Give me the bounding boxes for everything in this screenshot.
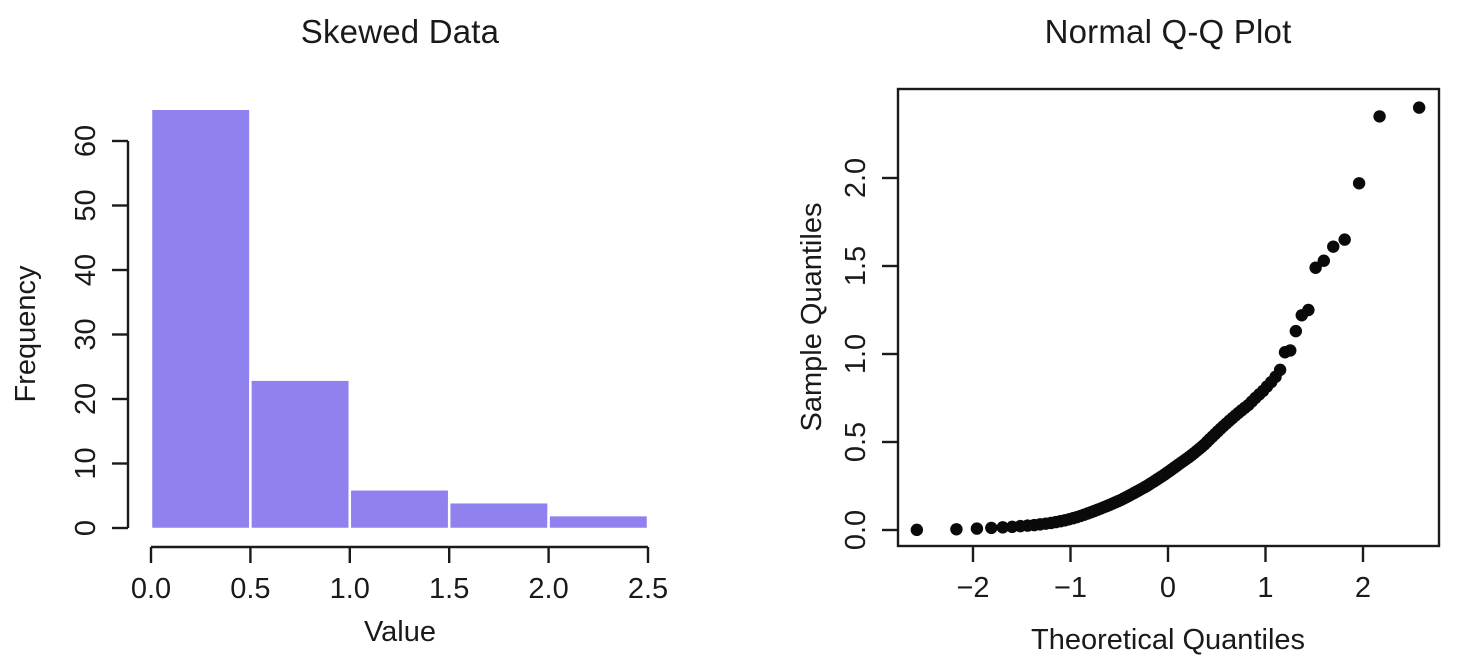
- hist-x-tick-label: 2.5: [628, 573, 668, 605]
- qq-point: [985, 521, 998, 535]
- qq-x-tick-label: −2: [956, 572, 989, 604]
- qq-x-tick-label: 0: [1160, 572, 1176, 604]
- qq-point: [1284, 344, 1297, 357]
- qq-point: [1289, 324, 1303, 338]
- hist-y-tick-label: 60: [70, 125, 102, 157]
- qq-point: [1309, 261, 1322, 274]
- qq-point: [950, 523, 963, 536]
- hist-x-tick-label: 2.0: [528, 573, 568, 605]
- histogram-bar: [447, 500, 550, 531]
- qq-plot-title: Normal Q-Q Plot: [1044, 13, 1292, 50]
- hist-y-tick-label: 50: [70, 189, 102, 221]
- histogram-title: Skewed Data: [300, 13, 500, 50]
- qq-y-tick-label: 0.0: [840, 510, 872, 550]
- histogram-y-axis-label: Frequency: [10, 265, 42, 403]
- histogram-bar: [249, 378, 352, 531]
- qq-y-axis-label: Sample Quantiles: [796, 202, 828, 432]
- hist-x-tick-label: 1.5: [429, 573, 469, 605]
- qq-x-axis-label: Theoretical Quantiles: [1030, 624, 1306, 656]
- qq-x-tick-label: 1: [1257, 572, 1273, 604]
- qq-point: [1317, 254, 1331, 267]
- qq-point: [970, 522, 984, 535]
- hist-y-tick-label: 0: [70, 520, 102, 536]
- qq-y-tick-label: 1.5: [840, 246, 872, 286]
- qq-point: [1412, 101, 1426, 114]
- qq-point: [1373, 110, 1386, 123]
- qq-point: [1327, 240, 1340, 253]
- qq-point: [996, 521, 1009, 534]
- qq-y-tick-label: 2.0: [840, 158, 872, 198]
- qq-point: [910, 523, 924, 537]
- hist-y-tick-label: 10: [70, 447, 102, 479]
- qq-x-tick-label: −1: [1054, 572, 1087, 604]
- qq-y-tick-label: 1.0: [840, 334, 872, 374]
- hist-x-tick-label: 0.0: [131, 573, 171, 605]
- histogram-bar: [149, 107, 252, 531]
- qq-y-tick-label: 0.5: [840, 422, 872, 462]
- qq-x-tick-label: 2: [1355, 572, 1371, 604]
- histogram-x-axis-label: Value: [363, 616, 437, 648]
- hist-x-tick-label: 1.0: [330, 573, 370, 605]
- qq-point: [1338, 233, 1351, 246]
- histogram-bar: [348, 488, 451, 531]
- qq-point: [1302, 303, 1315, 317]
- qq-point: [1273, 363, 1287, 377]
- hist-y-tick-label: 30: [70, 318, 102, 350]
- hist-y-tick-label: 20: [70, 383, 102, 415]
- histogram-bar: [547, 513, 650, 531]
- hist-y-tick-label: 40: [70, 254, 102, 286]
- hist-x-tick-label: 0.5: [230, 573, 270, 605]
- qq-point: [1352, 177, 1366, 190]
